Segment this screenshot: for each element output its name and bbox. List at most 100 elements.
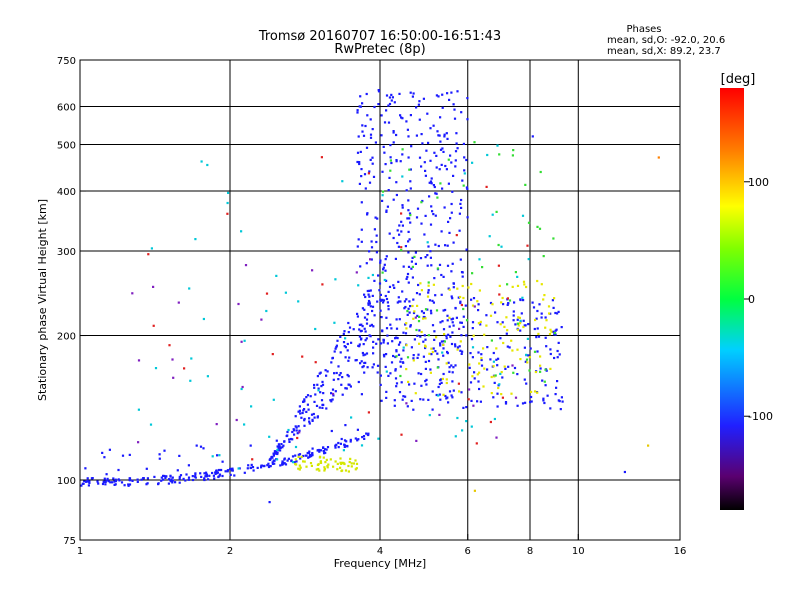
data-point (534, 318, 537, 322)
data-point (362, 343, 365, 346)
data-point (279, 464, 282, 467)
data-point (249, 444, 252, 447)
data-point (120, 481, 124, 484)
data-point (360, 323, 363, 326)
data-point (469, 352, 472, 355)
data-point (347, 331, 350, 334)
data-point (473, 371, 476, 374)
data-point (86, 477, 89, 480)
data-point (369, 258, 372, 261)
data-point (482, 385, 485, 388)
data-point (324, 448, 327, 451)
data-point (347, 470, 350, 473)
data-point (407, 265, 411, 268)
data-point (459, 340, 462, 343)
grid-lines (80, 60, 680, 540)
data-point (525, 285, 528, 289)
data-point (465, 406, 468, 409)
data-point (445, 132, 448, 135)
data-point (368, 250, 371, 253)
data-point (412, 92, 415, 95)
data-point (426, 254, 429, 257)
data-point (385, 316, 388, 319)
data-point (455, 234, 458, 237)
data-point (338, 374, 341, 377)
data-point (400, 212, 403, 215)
data-point (347, 375, 350, 378)
data-point (346, 373, 349, 377)
data-point (224, 470, 227, 473)
data-point (335, 371, 338, 375)
data-point (356, 312, 359, 315)
data-point (429, 159, 432, 162)
data-point (388, 102, 392, 106)
data-point (536, 309, 539, 313)
data-point (516, 322, 519, 325)
data-point (415, 292, 419, 295)
data-point (460, 271, 464, 274)
data-point (536, 391, 539, 394)
data-point (297, 410, 300, 413)
data-point (324, 451, 327, 454)
data-point (537, 335, 541, 338)
data-point (379, 259, 382, 262)
data-point (361, 307, 364, 310)
data-point (448, 288, 451, 291)
data-point (356, 109, 359, 112)
data-point (436, 352, 439, 355)
data-point (417, 372, 420, 375)
data-point (246, 467, 249, 470)
data-point (392, 141, 395, 144)
data-point (492, 365, 495, 368)
data-point (317, 387, 320, 390)
data-point (335, 443, 338, 446)
data-point (383, 263, 386, 266)
data-point (318, 450, 321, 453)
data-point (438, 393, 441, 396)
data-point (451, 396, 454, 399)
data-point (533, 390, 537, 393)
data-point (532, 306, 536, 309)
data-point (420, 201, 423, 204)
data-point (400, 246, 403, 249)
data-point (442, 309, 445, 312)
data-point (439, 379, 442, 382)
data-point (486, 153, 489, 157)
data-point (364, 339, 367, 342)
data-point (428, 414, 431, 417)
data-point (454, 306, 457, 310)
data-point (287, 457, 290, 460)
data-point (321, 380, 324, 383)
data-point (339, 372, 342, 375)
data-point (479, 323, 482, 326)
data-point (411, 276, 414, 279)
data-point (277, 443, 280, 446)
data-point (291, 461, 295, 464)
data-point (358, 161, 361, 164)
data-point (309, 462, 313, 465)
data-point (450, 364, 453, 367)
data-point (302, 454, 305, 458)
data-point (96, 480, 99, 483)
data-point (311, 452, 314, 455)
data-point (414, 392, 417, 395)
data-point (383, 278, 386, 282)
data-point (315, 468, 318, 471)
data-point (448, 98, 451, 101)
data-point (554, 329, 557, 332)
data-point (426, 308, 429, 311)
data-point (412, 311, 416, 315)
data-point (555, 386, 558, 389)
data-point (309, 395, 312, 398)
data-point (432, 283, 435, 286)
data-point (454, 159, 457, 162)
data-point (429, 223, 433, 226)
data-point (140, 478, 143, 481)
data-point (273, 451, 277, 454)
data-point (529, 347, 532, 350)
data-point (417, 320, 421, 323)
data-point (448, 370, 451, 373)
data-point (454, 364, 457, 367)
data-point (291, 438, 294, 441)
data-point (346, 444, 349, 448)
